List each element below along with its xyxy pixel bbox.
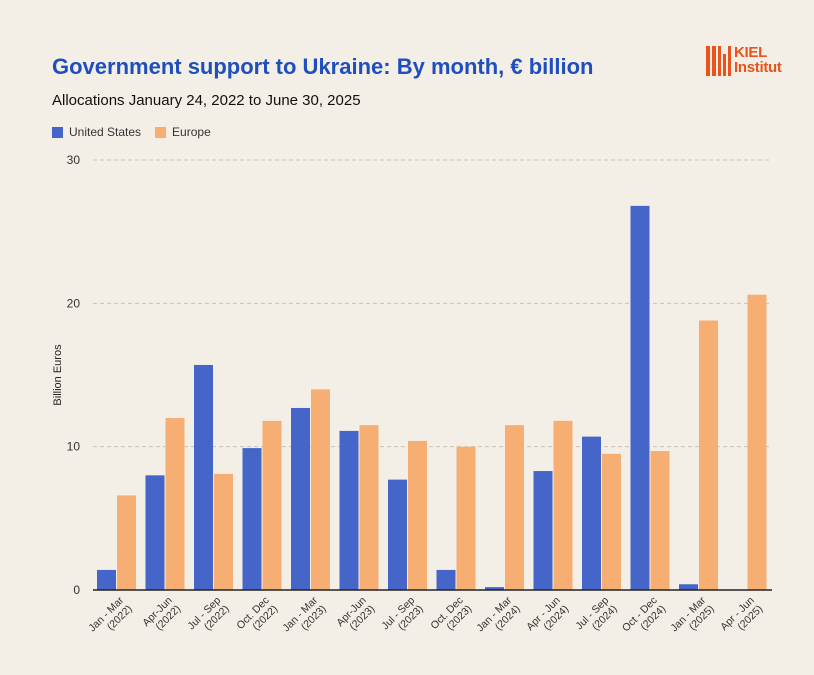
x-tick-label: Oct. Dec(2023) [428,594,474,632]
chart-title: Government support to Ukraine: By month,… [52,54,594,79]
bar-europe [650,450,670,590]
bar-europe [553,420,573,590]
y-axis-title: Billion Euros [52,344,64,406]
logo-text-line2: Institut [734,59,782,76]
x-tick-label: Jul - Sep(2024) [573,594,619,633]
bar-europe [117,495,136,590]
bar-europe [359,425,379,590]
bar-us [388,479,407,590]
bar-us [630,205,650,590]
x-tick-label: Apr-Jun(2022) [140,594,183,633]
bar-europe [165,418,185,590]
x-tick-label: Jul - Sep(2022) [185,594,231,633]
chart-subtitle: Allocations January 24, 2022 to June 30,… [52,92,361,109]
bar-us [97,569,116,590]
bar-us [582,436,601,590]
x-tick-label: Oct. Dec(2022) [234,594,280,632]
x-tick-label: Jul - Sep(2023) [379,594,425,633]
legend-item-us: United States [52,125,141,139]
bar-us [679,584,698,590]
legend-item-europe: Europe [155,125,211,139]
y-tick-label: 0 [73,583,80,597]
bar-us [145,475,165,590]
x-tick-label: Apr-Jun(2023) [334,594,377,633]
y-tick-label: 30 [67,153,81,167]
kiel-institut-logo: KIEL Institut [706,45,796,79]
bar-europe [214,473,233,590]
bar-us [291,407,310,590]
bar-europe [262,420,282,590]
bar-europe [311,389,330,590]
bar-europe [747,294,767,590]
x-tick-label: Oct - Dec(2024) [620,594,668,634]
bar-europe [699,320,718,590]
bar-us [485,587,504,590]
x-tick-label: Jan - Mar(2024) [474,594,522,634]
y-tick-label: 10 [67,440,81,454]
bar-us [339,430,359,590]
x-tick-label: Jan - Mar(2025) [668,594,716,634]
bar-us [436,569,456,590]
logo-bars-icon [706,46,731,76]
bar-europe [602,453,621,590]
bar-us [533,471,553,590]
x-tick-label: Apr - Jun(2025) [718,594,765,633]
bar-europe [408,440,427,590]
legend-label-europe: Europe [172,125,211,139]
x-tick-label: Jan - Mar(2023) [280,594,328,634]
logo-text-line1: KIEL [734,44,767,61]
legend-label-us: United States [69,125,142,139]
y-tick-label: 20 [67,296,81,310]
legend-swatch-us [52,126,63,138]
chart-legend: United States Europe [52,125,211,139]
bar-us [194,364,213,590]
bar-europe [456,446,476,590]
bar-europe [505,425,524,590]
bar-us [242,448,262,590]
x-tick-label: Apr - Jun(2024) [524,594,571,633]
legend-swatch-europe [155,126,167,138]
x-tick-label: Jan - Mar(2022) [86,594,134,634]
